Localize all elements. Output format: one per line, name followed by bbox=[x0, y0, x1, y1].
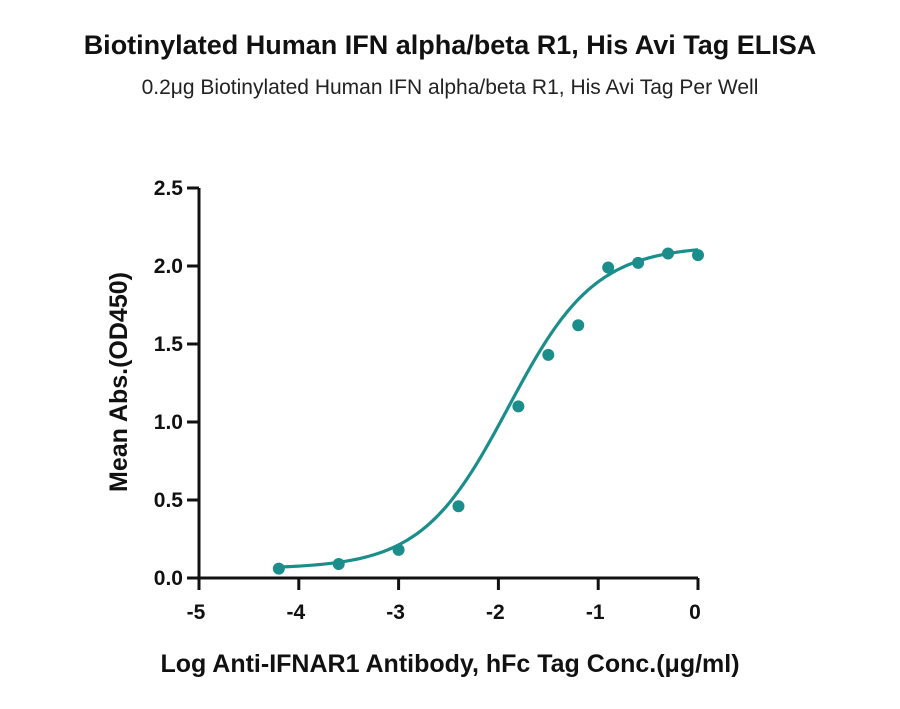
fit-curve-layer bbox=[278, 248, 699, 569]
x-axis-title: Log Anti-IFNAR1 Antibody, hFc Tag Conc.(… bbox=[160, 650, 739, 678]
data-point bbox=[272, 562, 285, 575]
x-axis: -5 -4 -3 -2 -1 0 bbox=[187, 576, 701, 624]
y-tick-label: 1.5 bbox=[154, 333, 184, 356]
data-point bbox=[572, 319, 585, 332]
y-tick-label: 2.5 bbox=[154, 177, 184, 200]
chart-subtitle: 0.2μg Biotinylated Human IFN alpha/beta … bbox=[141, 76, 759, 99]
y-tick-label: 0.5 bbox=[154, 489, 184, 512]
x-tick-label: -5 bbox=[187, 601, 206, 624]
y-axis: 0.0 0.5 1.0 1.5 2.0 2.5 bbox=[154, 177, 201, 590]
data-point bbox=[332, 557, 345, 570]
x-tick-label: -1 bbox=[586, 601, 605, 624]
x-tick-label: -4 bbox=[286, 601, 305, 624]
data-point bbox=[512, 400, 525, 413]
y-tick-label: 0.0 bbox=[154, 567, 183, 590]
data-point bbox=[542, 348, 555, 361]
data-points bbox=[272, 247, 704, 575]
chart-title: Biotinylated Human IFN alpha/beta R1, Hi… bbox=[83, 30, 817, 60]
y-tick-label: 1.0 bbox=[154, 411, 183, 434]
y-axis-title: Mean Abs.(OD450) bbox=[105, 272, 133, 492]
y-tick-label: 2.0 bbox=[154, 255, 183, 278]
x-tick-label: -2 bbox=[486, 601, 505, 624]
data-point bbox=[452, 500, 465, 513]
data-point bbox=[662, 247, 675, 260]
x-tick-label: -3 bbox=[386, 601, 405, 624]
x-tick-label: 0 bbox=[689, 601, 701, 624]
fit-curve bbox=[278, 248, 699, 569]
data-point bbox=[632, 256, 645, 269]
data-point bbox=[602, 261, 615, 274]
data-point bbox=[692, 249, 704, 262]
data-point bbox=[392, 543, 405, 556]
